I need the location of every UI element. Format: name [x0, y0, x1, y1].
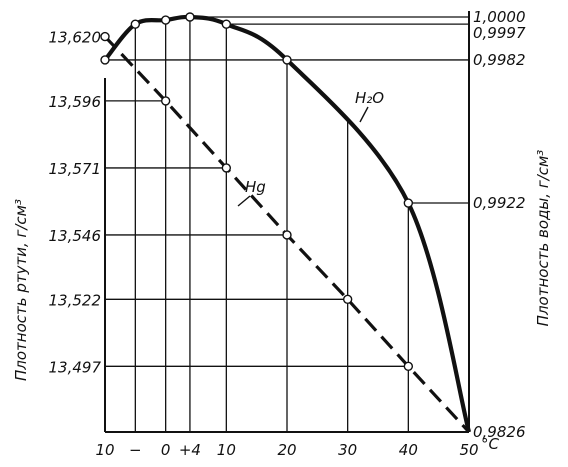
- y-left-tick-label: 13,497: [49, 358, 102, 376]
- data-point-hg: [160, 96, 171, 106]
- data-point-hg: [342, 294, 353, 304]
- y-left-tick-label: 13,522: [49, 291, 102, 309]
- series-label-h2o-leader: [359, 106, 369, 123]
- x-tick-label: 10: [95, 441, 114, 459]
- y-right-tick-label: 1,0000: [473, 8, 526, 26]
- x-axis-unit: °C: [481, 435, 500, 453]
- data-point-h2o: [185, 12, 195, 22]
- plot-frame: [104, 11, 470, 433]
- data-point-h2o: [403, 198, 414, 208]
- x-tick-label: +4: [179, 441, 201, 459]
- y-right-tick-label: 0,9997: [473, 24, 526, 42]
- data-point-hg: [221, 163, 232, 173]
- y-left-axis-title: Плотность ртути, г/см³: [12, 199, 30, 381]
- y-right-tick-label: 0,9922: [473, 194, 526, 212]
- y-right-tick-label: 0,9982: [473, 51, 526, 69]
- series-label-hg: Hg: [245, 178, 266, 196]
- y-left-tick-label: 13,571: [49, 160, 102, 178]
- x-tick-label: 10: [217, 441, 236, 459]
- y-left-tick-label: 13,546: [49, 227, 102, 245]
- tick-labels: 10−0 +4 10 20 30 40 5013,62013,59613,57113,546…: [49, 8, 526, 459]
- data-point-h2o: [130, 19, 141, 29]
- x-tick-label: 40: [399, 441, 418, 459]
- x-tick-label: 20: [277, 441, 296, 459]
- grid-lines: [105, 16, 469, 432]
- y-left-tick-label: 13,620: [49, 29, 102, 47]
- x-tick-label: 50: [459, 441, 478, 459]
- series-line-h2o: [103, 14, 472, 433]
- data-point-hg: [403, 361, 414, 372]
- series-label-hg-leader: [237, 195, 251, 207]
- x-tick-label: 0: [161, 441, 171, 459]
- data-point-hg: [100, 31, 110, 42]
- data-point-h2o: [221, 19, 232, 29]
- data-point-h2o: [100, 55, 110, 65]
- y-right-tick-label: 0,9826: [473, 423, 526, 441]
- data-markers: [100, 12, 414, 372]
- data-point-h2o: [282, 55, 292, 65]
- x-tick-label: −: [129, 441, 142, 459]
- data-point-hg: [282, 230, 292, 240]
- y-right-axis-title: Плотность воды, г/см³: [534, 150, 552, 327]
- y-left-tick-label: 13,596: [49, 93, 102, 111]
- data-point-h2o: [160, 15, 171, 25]
- series-label-h2o: H₂O: [355, 89, 384, 107]
- x-tick-label: 30: [338, 441, 357, 459]
